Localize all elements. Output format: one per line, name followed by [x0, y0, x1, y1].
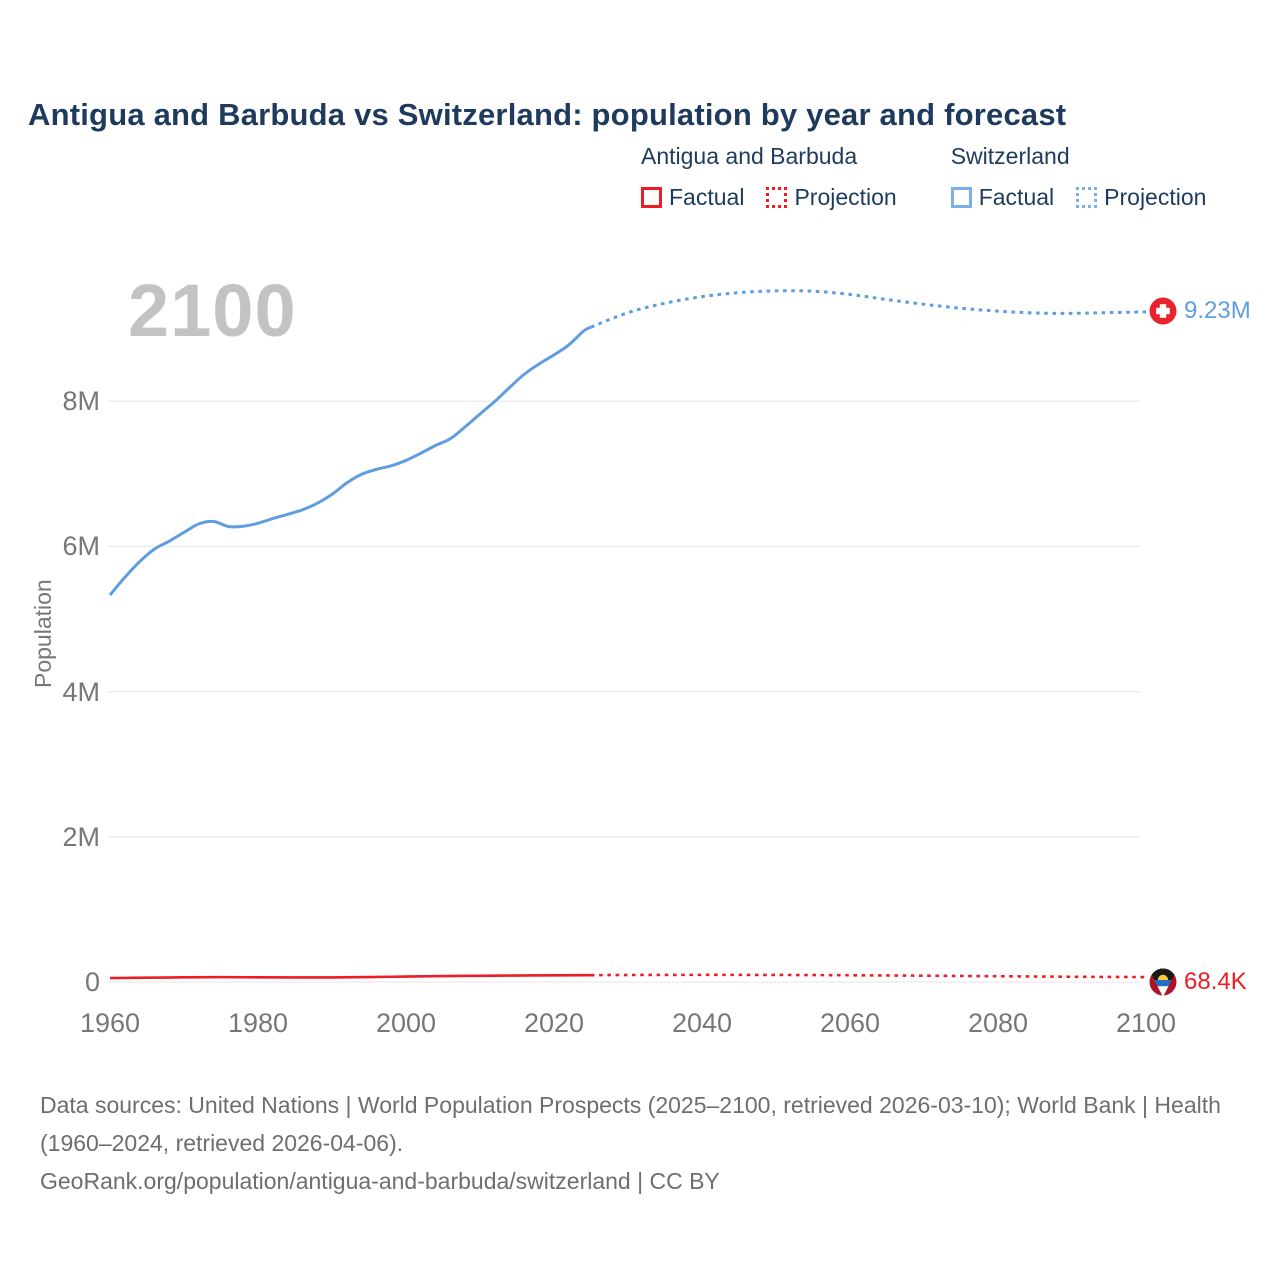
- x-axis-tick-label: 2020: [523, 1008, 585, 1038]
- attribution-text: GeoRank.org/population/antigua-and-barbu…: [40, 1168, 720, 1194]
- legend-group-label: Switzerland: [950, 143, 1070, 169]
- end-markers: [1149, 297, 1177, 996]
- legend-group-antigua-and-barbuda: Antigua and Barbuda Factual Projection: [641, 143, 897, 211]
- antigua-and-barbuda-factual-line: [109, 973, 592, 980]
- footer: Data sources: United Nations | World Pop…: [40, 1086, 1226, 1200]
- watermark-year: 2100: [128, 269, 297, 352]
- legend-items-row: Factual Projection: [950, 184, 1206, 211]
- legend-item-projection[interactable]: Projection: [1076, 184, 1206, 211]
- x-axis-tick-label: 2080: [967, 1008, 1029, 1038]
- legend-swatch-solid: [950, 187, 972, 208]
- legend-item-label: Projection: [794, 184, 897, 210]
- x-axis-tick-label: 2040: [671, 1008, 733, 1038]
- antigua-and-barbuda-flag-icon: [1149, 968, 1177, 996]
- x-axis-tick-label: 2000: [375, 1008, 437, 1038]
- y-axis-tick-label: 0: [84, 967, 100, 997]
- y-axis-tick-label: 8M: [62, 386, 100, 417]
- legend-item-label: Factual: [669, 184, 745, 210]
- legend-swatch-solid: [641, 187, 662, 208]
- x-axis-tick-label: 1980: [227, 1008, 289, 1038]
- antigua-end-value-label: 68.4K: [1184, 968, 1247, 995]
- switzerland-factual-line: [108, 325, 592, 597]
- legend-item-label: Factual: [978, 184, 1055, 210]
- y-axis: 0 2M 4M 6M 8M: [28, 0, 100, 1100]
- legend-swatch-dotted: [1076, 187, 1098, 208]
- switzerland-end-value-label: 9.23M: [1184, 297, 1251, 324]
- legend-items-row: Factual Projection: [641, 184, 897, 211]
- y-axis-tick-label: 2M: [62, 821, 100, 852]
- legend-swatch-dotted: [766, 187, 788, 208]
- x-axis-tick-label: 2060: [819, 1008, 881, 1038]
- switzerland-flag-icon: [1149, 297, 1177, 325]
- x-axis-tick-label: 1960: [79, 1008, 141, 1038]
- legend-item-factual[interactable]: Factual: [641, 184, 744, 211]
- y-axis-tick-label: 6M: [62, 531, 100, 562]
- switzerland-projection-line: [590, 289, 1147, 329]
- legend-item-label: Projection: [1104, 184, 1207, 210]
- chart-title: Antigua and Barbuda vs Switzerland: popu…: [28, 96, 1067, 132]
- x-axis: 1960 1980 2000 2020 2040 2060 2080 2100: [79, 1008, 1177, 1038]
- antigua-and-barbuda-projection-line: [590, 973, 1147, 979]
- legend-group-label: Antigua and Barbuda: [641, 143, 858, 169]
- data-sources-text: Data sources: United Nations | World Pop…: [40, 1092, 1221, 1156]
- gridlines: [108, 400, 1140, 983]
- legend-group-switzerland: Switzerland Factual Projection: [950, 143, 1206, 211]
- legend: Antigua and Barbuda Factual Projection Swit…: [641, 143, 1206, 211]
- legend-item-projection[interactable]: Projection: [766, 184, 897, 211]
- x-axis-tick-label: 2100: [1115, 1008, 1177, 1038]
- legend-item-factual[interactable]: Factual: [950, 184, 1055, 211]
- y-axis-tick-label: 4M: [62, 676, 100, 707]
